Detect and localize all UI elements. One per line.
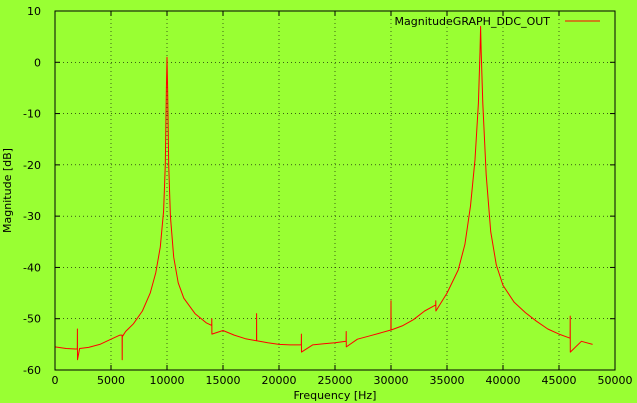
legend: MagnitudeGRAPH_DDC_OUT	[395, 15, 600, 28]
x-tick-label: 45000	[542, 374, 577, 387]
series-line	[54, 25, 593, 361]
x-tick-label: 25000	[318, 374, 353, 387]
y-tick-label: -60	[23, 364, 41, 377]
x-tick-label: 35000	[430, 374, 465, 387]
y-tick-label: 0	[34, 56, 41, 69]
x-tick-label: 30000	[374, 374, 409, 387]
y-tick-label: -40	[23, 261, 41, 274]
x-tick-label: 5000	[97, 374, 125, 387]
x-tick-label: 0	[52, 374, 59, 387]
y-tick-label: -50	[23, 313, 41, 326]
x-tick-label: 10000	[150, 374, 185, 387]
y-tick-label: 10	[27, 5, 41, 18]
plot-frame	[54, 10, 616, 371]
x-axis-title: Frequency [Hz]	[294, 389, 377, 402]
axis-ticks: 0 5000 10000 15000 20000 25000 30000 35000 40000…	[23, 5, 632, 387]
grid-lines	[55, 11, 615, 370]
x-tick-label: 15000	[206, 374, 241, 387]
y-tick-label: -20	[23, 159, 41, 172]
x-tick-label: 40000	[486, 374, 521, 387]
y-tick-label: -30	[23, 210, 41, 223]
y-tick-label: -10	[23, 108, 41, 121]
x-tick-label: 20000	[262, 374, 297, 387]
legend-label: MagnitudeGRAPH_DDC_OUT	[395, 15, 551, 28]
x-tick-label: 50000	[598, 374, 633, 387]
series-layer	[54, 25, 593, 361]
y-axis-title: Magnitude [dB]	[1, 148, 14, 233]
